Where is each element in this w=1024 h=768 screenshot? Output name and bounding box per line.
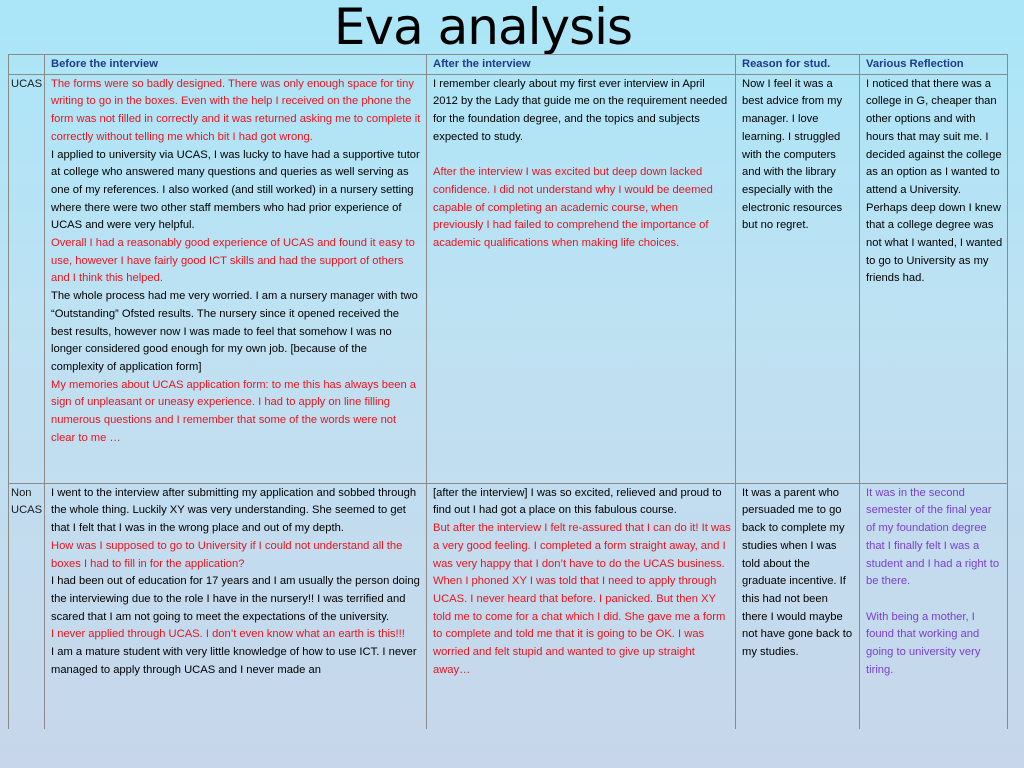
header-label-column bbox=[8, 54, 45, 75]
paragraph: I had been out of education for 17 years… bbox=[51, 575, 420, 623]
paragraph: I remember clearly about my first ever i… bbox=[433, 77, 728, 143]
cell-non-ucas-reflection: It was in the second semester of the fin… bbox=[859, 482, 1008, 729]
row-label-non-ucas: Non UCAS bbox=[8, 482, 45, 729]
cell-non-ucas-reason: It was a parent who persuaded me to go b… bbox=[735, 482, 860, 729]
paragraph: It was in the second semester of the fin… bbox=[866, 486, 1000, 588]
paragraph: I went to the interview after submitting… bbox=[51, 486, 417, 535]
analysis-table: Before the interview After the interview… bbox=[8, 54, 1008, 729]
cell-ucas-before: The forms were so badly designed. There … bbox=[44, 73, 427, 484]
table-row-ucas: UCAS The forms were so badly designed. T… bbox=[8, 73, 1008, 484]
header-various-reflection: Various Reflection bbox=[859, 54, 1008, 75]
paragraph: But after the interview I felt re-assure… bbox=[433, 522, 731, 570]
paragraph: Overall I had a reasonably good experien… bbox=[51, 237, 415, 285]
paragraph: The forms were so badly designed. There … bbox=[51, 77, 421, 143]
paragraph: How was I supposed to go to University i… bbox=[51, 539, 403, 570]
paragraph: Now I feel it was a best advice from my … bbox=[742, 77, 843, 232]
paragraph: I am a mature student with very little k… bbox=[51, 646, 417, 676]
row-label-ucas: UCAS bbox=[8, 73, 45, 484]
header-after-interview: After the interview bbox=[426, 54, 736, 75]
cell-ucas-reason: Now I feel it was a best advice from my … bbox=[735, 73, 860, 484]
cell-ucas-reflection: I noticed that there was a college in G,… bbox=[859, 73, 1008, 484]
paragraph: The whole process had me very worried. I… bbox=[51, 290, 418, 373]
table-row-non-ucas: Non UCAS I went to the interview after s… bbox=[8, 482, 1008, 729]
paragraph: It was a parent who persuaded me to go b… bbox=[742, 486, 853, 659]
header-before-interview: Before the interview bbox=[44, 54, 427, 75]
page-title: Eva analysis bbox=[333, 0, 633, 56]
paragraph: When I phoned XY I was told that I need … bbox=[433, 575, 726, 676]
cell-non-ucas-before: I went to the interview after submitting… bbox=[44, 482, 427, 729]
paragraph: I applied to university via UCAS, I was … bbox=[51, 148, 420, 232]
cell-non-ucas-after: [after the interview] I was so excited, … bbox=[426, 482, 736, 729]
paragraph: [after the interview] I was so excited, … bbox=[433, 486, 722, 517]
paragraph: With being a mother, I found that workin… bbox=[866, 610, 981, 676]
paragraph: After the interview I was excited but de… bbox=[433, 166, 713, 250]
paragraph: I noticed that there was a college in G,… bbox=[866, 77, 1003, 285]
cell-ucas-after: I remember clearly about my first ever i… bbox=[426, 73, 736, 484]
header-reason-for-study: Reason for stud. bbox=[735, 54, 860, 75]
paragraph: I never applied through UCAS. I don’t ev… bbox=[51, 628, 405, 641]
table-header-row: Before the interview After the interview… bbox=[8, 54, 1008, 75]
paragraph: My memories about UCAS application form:… bbox=[51, 378, 416, 444]
